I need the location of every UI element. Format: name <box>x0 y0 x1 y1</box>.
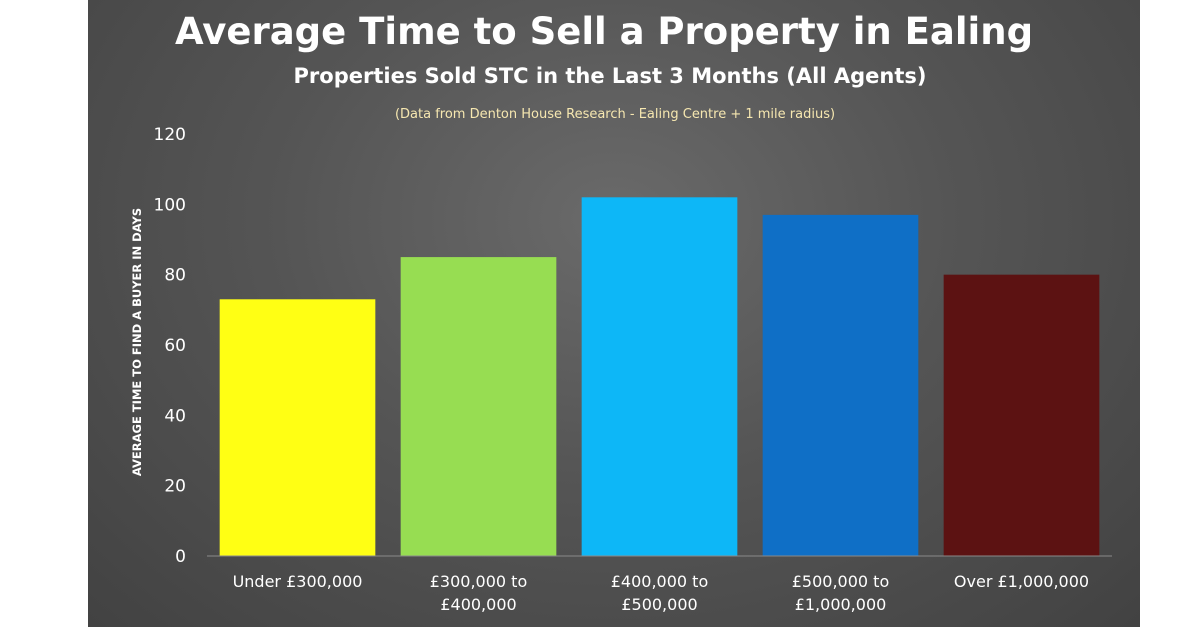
y-tick-label: 60 <box>164 336 186 356</box>
x-category-line: £500,000 <box>621 595 697 614</box>
x-category-line: £500,000 to <box>792 572 890 591</box>
y-tick-label: 100 <box>154 195 186 215</box>
bar <box>943 274 1100 556</box>
bar <box>581 197 738 557</box>
y-tick-label: 0 <box>175 547 186 567</box>
y-tick-label: 120 <box>154 125 186 145</box>
x-axis: Under £300,000 £300,000 to £400,000 £400,00… <box>233 572 1090 614</box>
x-category-line: £400,000 to <box>611 572 709 591</box>
x-category-line: £400,000 <box>440 595 516 614</box>
x-category-label: Under £300,000 <box>233 572 363 591</box>
bar <box>762 214 919 556</box>
bar <box>219 299 376 556</box>
x-category-line: £1,000,000 <box>795 595 887 614</box>
y-tick-label: 40 <box>164 406 186 426</box>
x-category-line: £300,000 to <box>430 572 528 591</box>
x-category-label: £400,000 to £500,000 <box>611 572 709 614</box>
chart-source-note: (Data from Denton House Research - Ealin… <box>395 107 835 122</box>
x-category-line: Under £300,000 <box>233 572 363 591</box>
x-category-label: £500,000 to £1,000,000 <box>792 572 890 614</box>
bars <box>219 197 1100 557</box>
y-axis-label: AVERAGE TIME TO FIND A BUYER IN DAYS <box>130 208 144 476</box>
y-tick-label: 20 <box>164 477 186 497</box>
x-category-label: £300,000 to £400,000 <box>430 572 528 614</box>
chart-title: Average Time to Sell a Property in Ealin… <box>175 10 1033 53</box>
x-category-label: Over £1,000,000 <box>954 572 1089 591</box>
bar <box>400 257 557 556</box>
x-category-line: Over £1,000,000 <box>954 572 1089 591</box>
y-tick-label: 80 <box>164 266 186 286</box>
y-axis: 0 20 40 60 80 100 120 <box>154 125 186 567</box>
chart-subtitle: Properties Sold STC in the Last 3 Months… <box>294 64 927 88</box>
